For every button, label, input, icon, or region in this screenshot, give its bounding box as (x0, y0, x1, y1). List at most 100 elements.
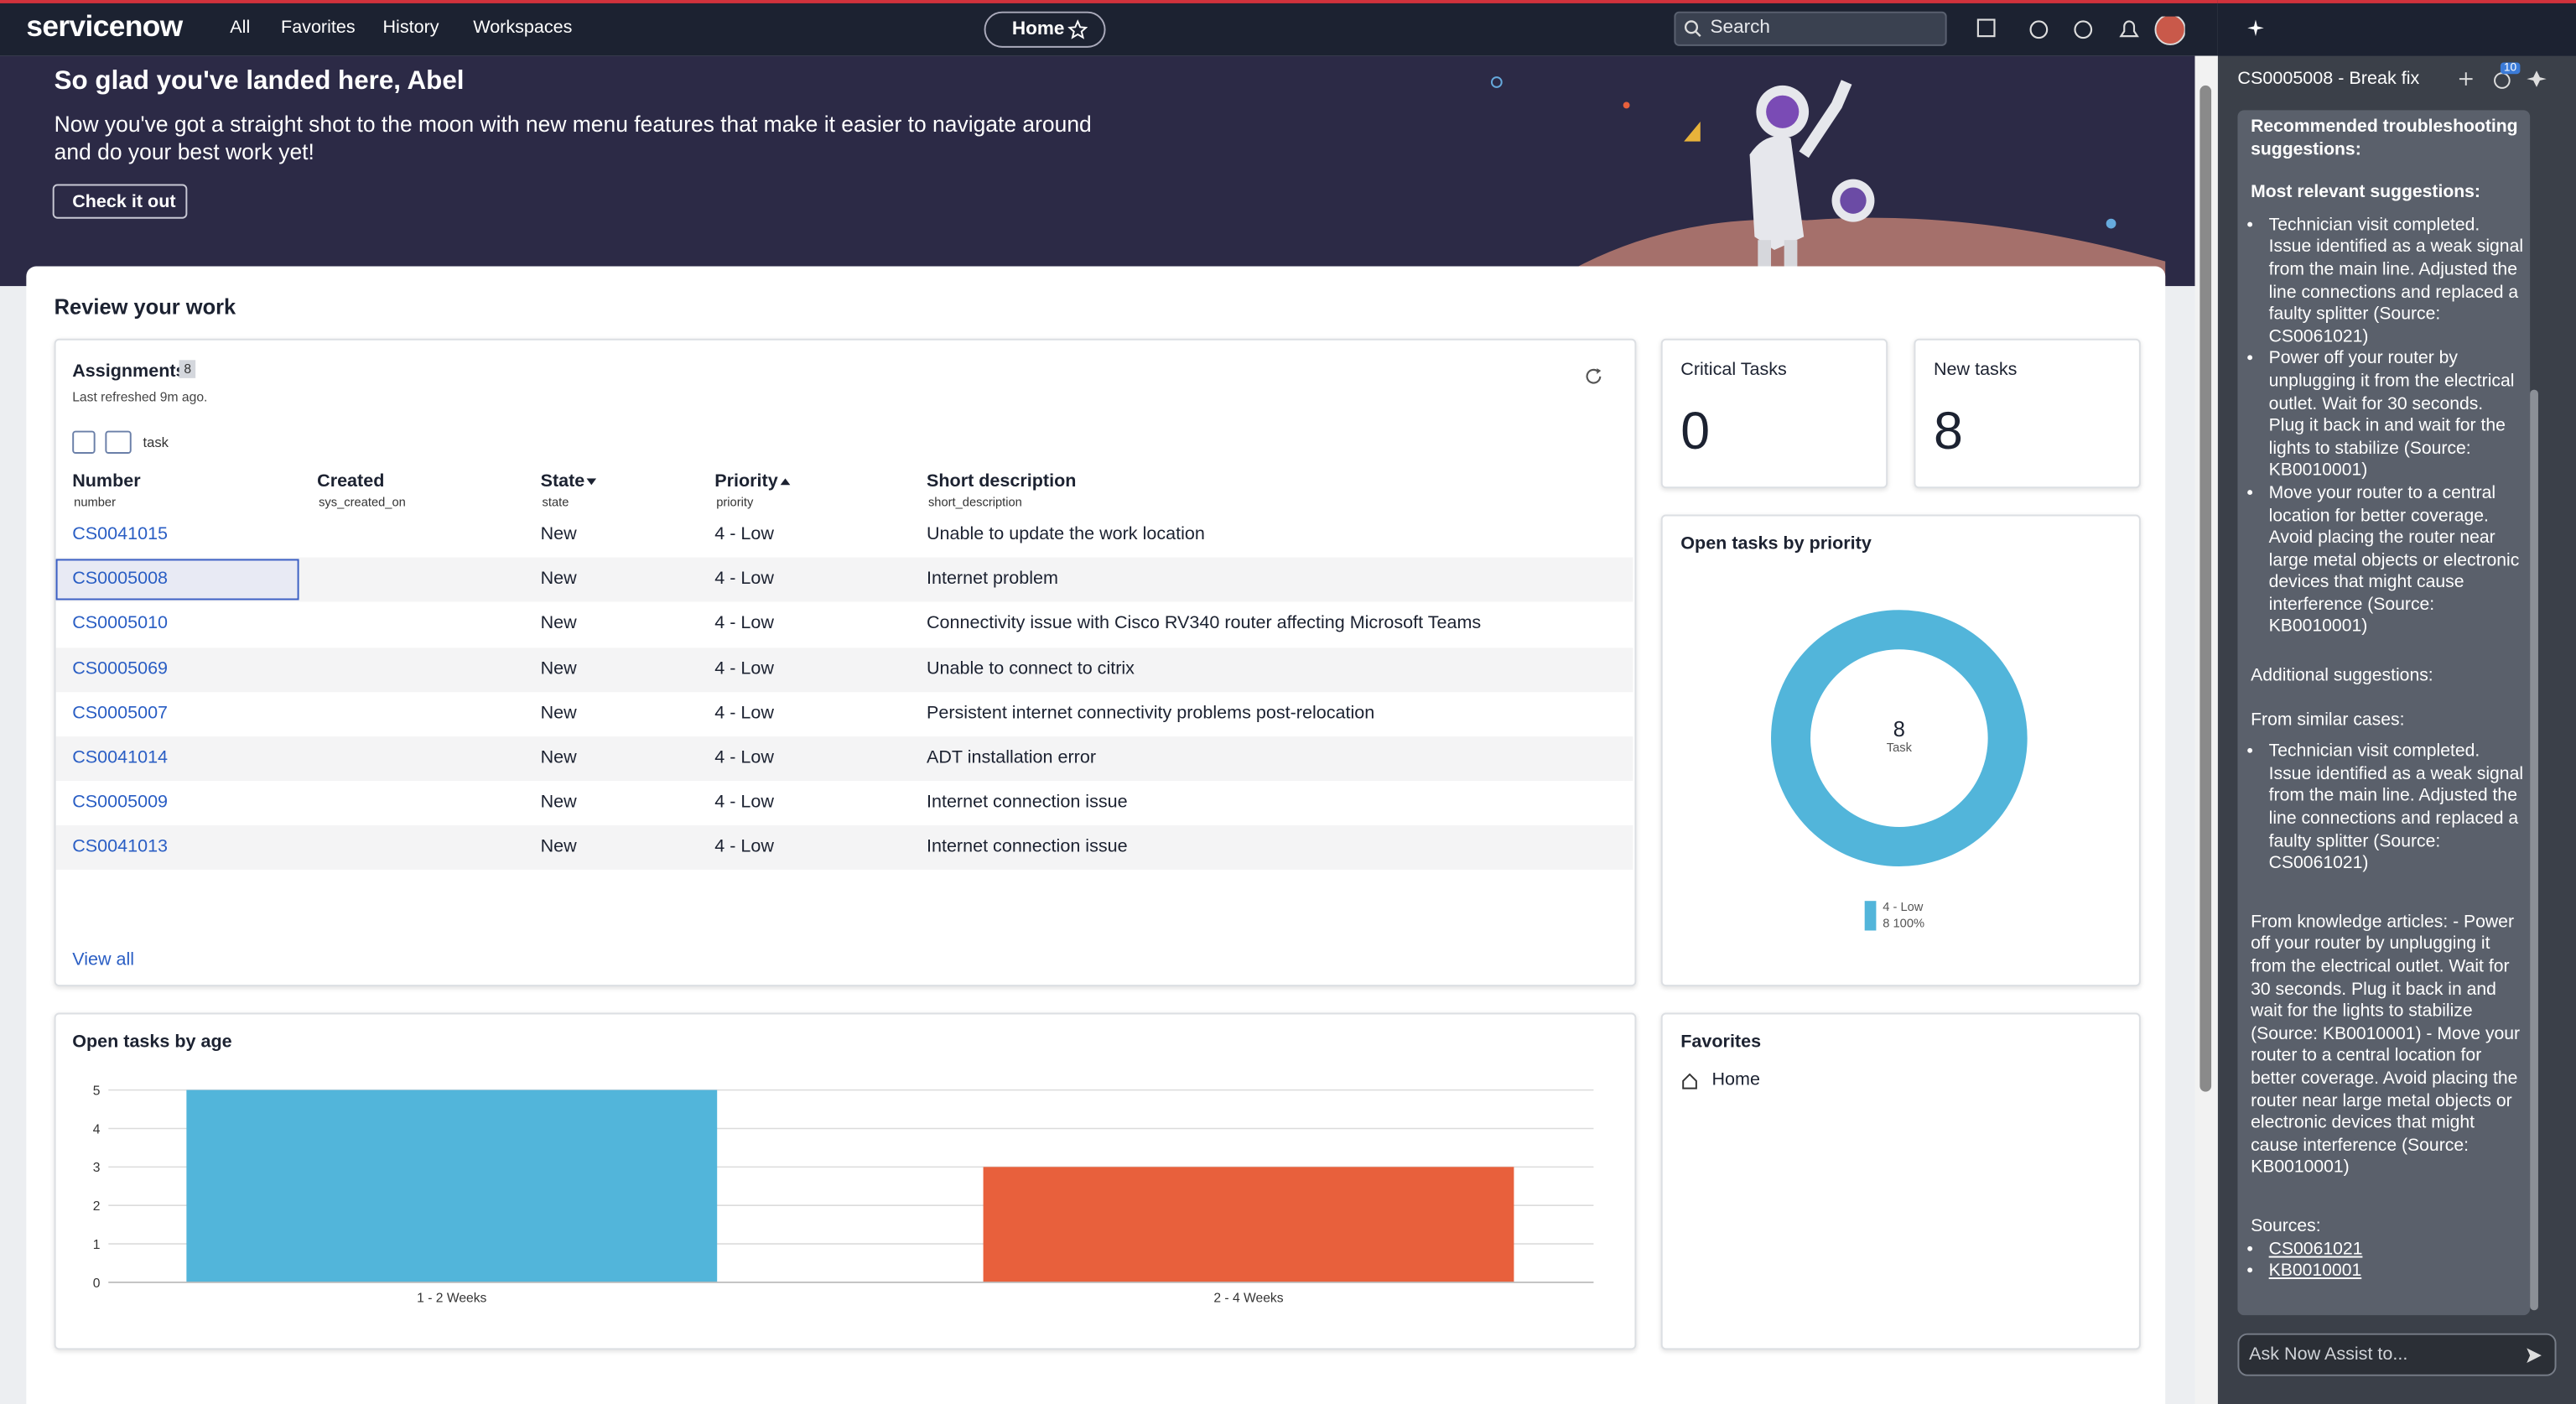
assist-panel: CS0005008 - Break fix 10 Recommended tro… (2217, 0, 2576, 1404)
icon[interactable] (2459, 72, 2473, 86)
case-link[interactable]: CS0041014 (72, 747, 169, 768)
source-link[interactable]: KB0010001 (2269, 1261, 2524, 1284)
case-link[interactable]: CS0005069 (72, 658, 169, 679)
view-all-link[interactable]: View all (72, 949, 135, 970)
search-box[interactable]: Search (1674, 11, 1947, 46)
home-pill[interactable]: Home (984, 11, 1106, 48)
logo[interactable]: servicenow (26, 9, 183, 43)
column-header[interactable]: State (540, 471, 585, 492)
scroll-thumb[interactable] (2530, 389, 2538, 1311)
astronaut-leg (1758, 240, 1772, 267)
assist-input[interactable]: Ask Now Assist to... (2237, 1333, 2557, 1376)
icon[interactable] (2494, 72, 2511, 89)
cell: 4 - Low (714, 837, 774, 858)
nav-link[interactable]: All (230, 18, 251, 39)
avatar[interactable] (2154, 16, 2185, 45)
case-link[interactable]: CS0005009 (72, 793, 169, 813)
astronaut-arm (1799, 80, 1852, 159)
scroll-thumb[interactable] (2199, 85, 2212, 1092)
cell: New (540, 658, 577, 679)
suggestion: Technician visit completed. Issue identi… (2269, 742, 2524, 876)
sources-label: Sources: (2251, 1216, 2321, 1236)
banner-button[interactable]: Check it out (52, 184, 188, 219)
column-header[interactable]: Created (317, 471, 385, 492)
cell: New (540, 613, 577, 634)
y-tick-label: 3 (93, 1161, 101, 1175)
cell: 4 - Low (714, 793, 774, 813)
row-stripe (55, 557, 1633, 602)
cell: 4 - Low (714, 524, 774, 544)
badge: 10 (2500, 62, 2521, 75)
assist-heading: Recommended troubleshooting suggestions: (2251, 117, 2518, 159)
cell: New (540, 837, 577, 858)
priority-card: Open tasks by priority (1660, 514, 2141, 987)
filter-button[interactable] (72, 430, 96, 455)
decor (1490, 76, 1503, 88)
donut-segment (1771, 610, 2028, 867)
astronaut-leg (1784, 240, 1798, 267)
cell: Internet connection issue (926, 793, 1128, 813)
home-label: Home (1011, 19, 1065, 40)
case-link[interactable]: CS0041015 (72, 524, 169, 544)
card-title: Favorites (1680, 1032, 1762, 1053)
icon[interactable] (2119, 20, 2139, 38)
suggestion-list: Technician visit completed. Issue identi… (2251, 215, 2523, 639)
assist-header (2217, 0, 2576, 56)
case-link[interactable]: CS0005010 (72, 613, 169, 634)
source-link[interactable]: CS0061021 (2269, 1239, 2524, 1261)
column-header[interactable]: Short description (926, 471, 1077, 492)
column-header[interactable]: Priority (714, 471, 778, 492)
stat-value[interactable]: 8 (1933, 401, 1963, 460)
nav-link[interactable]: Workspaces (473, 18, 573, 39)
stat-value[interactable]: 0 (1680, 401, 1711, 460)
case-link[interactable]: CS0041013 (72, 837, 169, 858)
bar (186, 1089, 718, 1282)
nav-link[interactable]: Favorites (281, 18, 356, 39)
new-tasks-card: New tasks 8 (1914, 338, 2141, 489)
stat-label: Critical Tasks (1680, 360, 1787, 380)
card-title: Open tasks by priority (1680, 534, 1872, 554)
astronaut-visor (1766, 95, 1800, 128)
legend-label: 4 - Low (1883, 901, 1924, 914)
favorites-card: Favorites Home (1660, 1012, 2141, 1350)
y-tick-label: 0 (93, 1277, 101, 1291)
sort-arrow (780, 478, 791, 486)
column-field: priority (716, 495, 754, 510)
bar (983, 1167, 1514, 1282)
top-nav: servicenow All Favorites History Workspaces… (0, 0, 2218, 56)
cell: 4 - Low (714, 613, 774, 634)
sort-arrow (586, 478, 597, 486)
cell: Internet problem (926, 569, 1058, 590)
assist-subheading: Additional suggestions: (2251, 666, 2433, 686)
case-link[interactable]: CS0005008 (72, 569, 169, 590)
decor (2106, 218, 2116, 229)
knowledge-text: From knowledge articles: - Power off you… (2251, 912, 2521, 1178)
send-icon[interactable] (2525, 1346, 2543, 1365)
legend-value: 8 100% (1883, 918, 1924, 931)
stat-label: New tasks (1933, 360, 2018, 380)
home-icon (1682, 1073, 1697, 1089)
assist-subheading: From similar cases: (2251, 710, 2405, 730)
assist-icon[interactable] (2247, 19, 2264, 37)
icon[interactable] (2029, 20, 2049, 39)
columns-button[interactable] (105, 430, 132, 455)
icon[interactable] (1976, 18, 1996, 38)
refresh-icon[interactable] (1584, 367, 1604, 387)
cell: Unable to connect to citrix (926, 658, 1135, 679)
suggestion: Power off your router by unplugging it f… (2269, 349, 2524, 483)
banner-text: Now you've got a straight shot to the mo… (54, 112, 1092, 165)
x-tick-label: 2 - 4 Weeks (1213, 1291, 1283, 1305)
assist-text: Recommended troubleshooting suggestions:… (2251, 117, 2523, 1300)
selected-cell[interactable] (55, 559, 299, 601)
icon[interactable] (2074, 20, 2093, 39)
cell: Internet connection issue (926, 837, 1128, 858)
case-link[interactable]: CS0005007 (72, 703, 169, 724)
column-header[interactable]: Number (72, 471, 141, 492)
favorite-item[interactable]: Home (1711, 1070, 1760, 1090)
nav-link[interactable]: History (382, 18, 439, 39)
icon[interactable] (2527, 70, 2547, 87)
row-stripe (55, 647, 1633, 692)
decor (1623, 101, 1630, 109)
